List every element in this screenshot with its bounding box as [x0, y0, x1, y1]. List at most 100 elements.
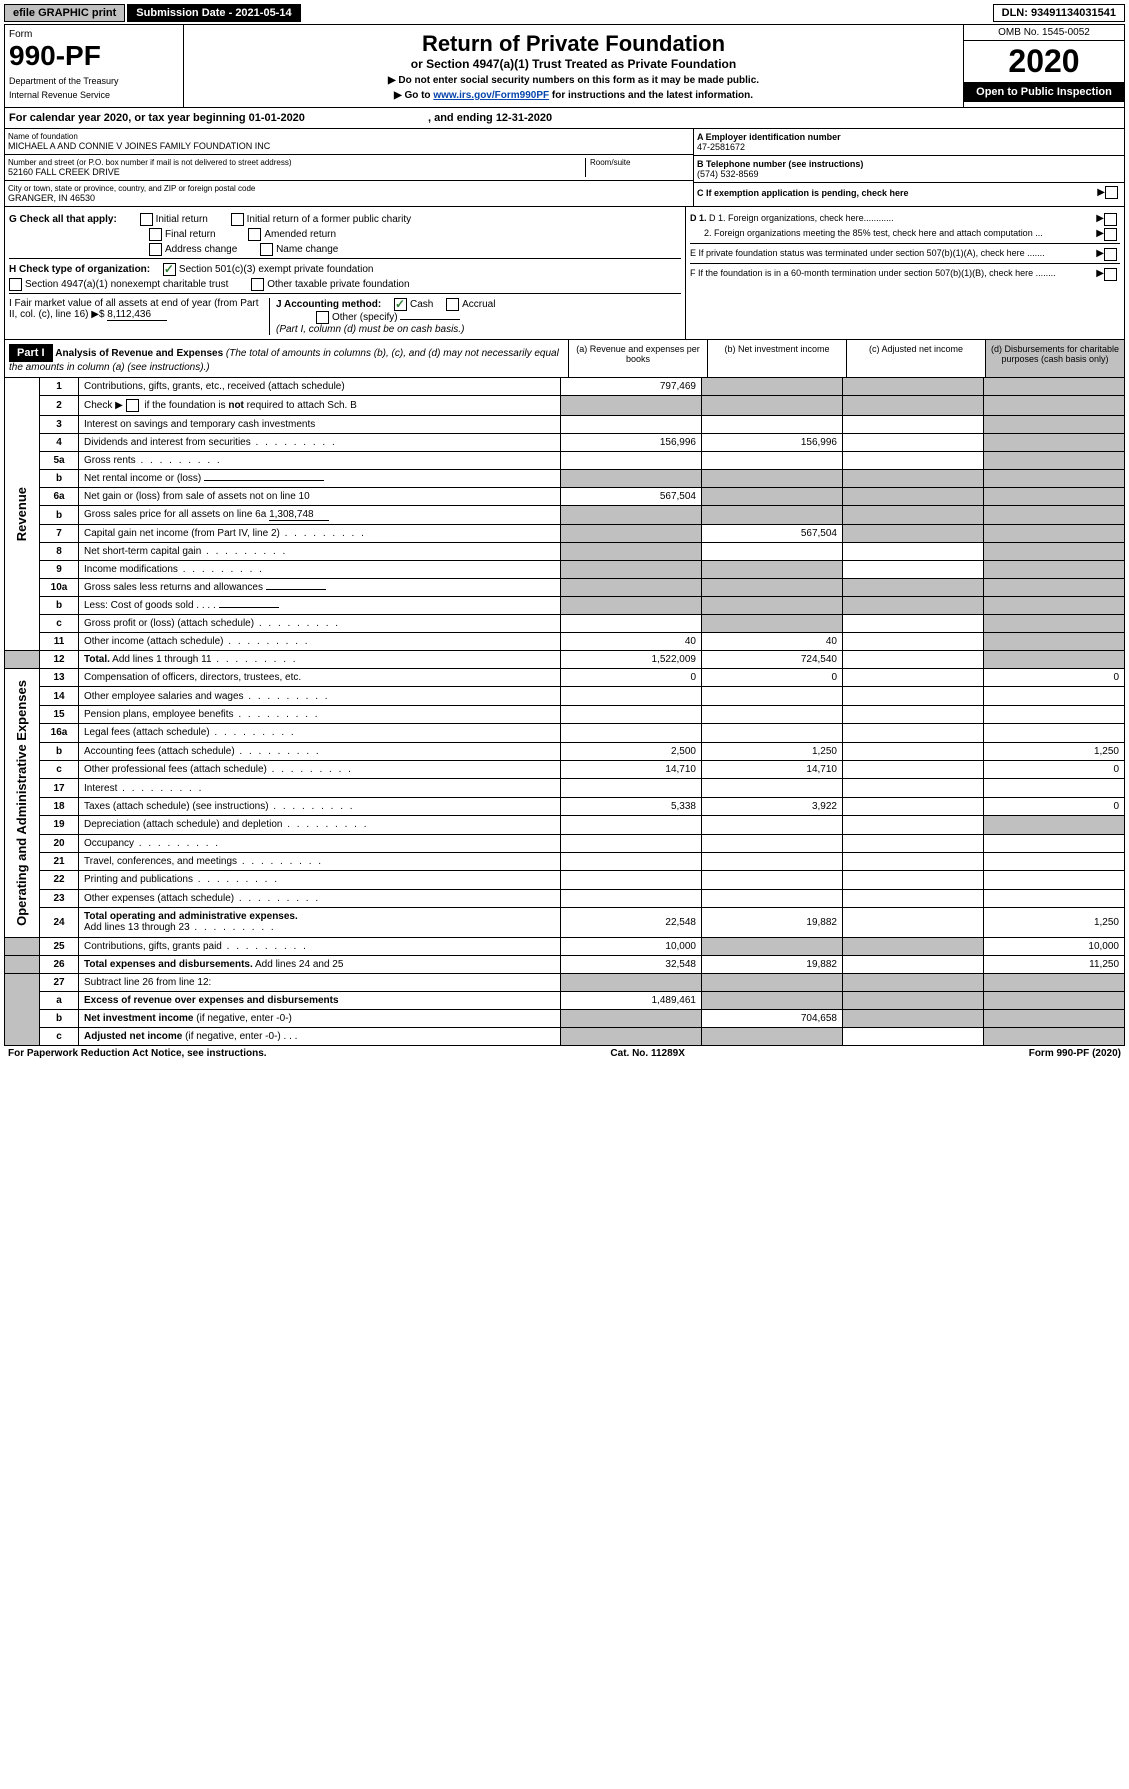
top-bar: efile GRAPHIC print Submission Date - 20… [4, 4, 1125, 22]
part1-header-row: Part I Analysis of Revenue and Expenses … [4, 340, 1125, 378]
sch-b-checkbox[interactable] [126, 399, 139, 412]
cash-checkbox[interactable] [394, 298, 407, 311]
info-left: Name of foundation MICHAEL A AND CONNIE … [5, 129, 693, 206]
part1-label: Part I [9, 344, 53, 362]
c-cell: C If exemption application is pending, c… [694, 183, 1124, 202]
row-10b: bLess: Cost of goods sold . . . . [5, 597, 1125, 615]
d2-checkbox[interactable] [1104, 228, 1117, 241]
addr-cell: Number and street (or P.O. box number if… [5, 155, 693, 181]
col-b-header: (b) Net investment income [707, 340, 846, 377]
row-20: 20Occupancy [5, 834, 1125, 852]
submission-date: Submission Date - 2021-05-14 [127, 4, 300, 22]
row-10a: 10aGross sales less returns and allowanc… [5, 579, 1125, 597]
row-27a: aExcess of revenue over expenses and dis… [5, 991, 1125, 1009]
row-4: 4Dividends and interest from securities1… [5, 434, 1125, 452]
row-14: 14Other employee salaries and wages [5, 687, 1125, 705]
row-16a: 16aLegal fees (attach schedule) [5, 724, 1125, 742]
phone-cell: B Telephone number (see instructions) (5… [694, 156, 1124, 183]
revenue-label: Revenue [10, 479, 33, 549]
checks-section: G Check all that apply: Initial return I… [4, 207, 1125, 340]
d1-checkbox[interactable] [1104, 213, 1117, 226]
form-container: efile GRAPHIC print Submission Date - 20… [0, 0, 1129, 1065]
note-ssn: ▶ Do not enter social security numbers o… [190, 75, 957, 86]
form-number: 990-PF [9, 40, 179, 72]
row-5b: bNet rental income or (loss) [5, 470, 1125, 488]
row-26: 26Total expenses and disbursements. Add … [5, 955, 1125, 973]
form-subtitle: or Section 4947(a)(1) Trust Treated as P… [190, 57, 957, 71]
row-17: 17Interest [5, 779, 1125, 797]
footer-left: For Paperwork Reduction Act Notice, see … [8, 1048, 267, 1059]
info-right: A Employer identification number 47-2581… [693, 129, 1124, 206]
form-title: Return of Private Foundation [190, 31, 957, 57]
efile-button[interactable]: efile GRAPHIC print [4, 4, 125, 22]
row-13: Operating and Administrative Expenses13C… [5, 669, 1125, 687]
final-checkbox[interactable] [149, 228, 162, 241]
row-21: 21Travel, conferences, and meetings [5, 852, 1125, 870]
col-c-header: (c) Adjusted net income [846, 340, 985, 377]
row-16b: bAccounting fees (attach schedule)2,5001… [5, 742, 1125, 760]
name-change-checkbox[interactable] [260, 243, 273, 256]
row-19: 19Depreciation (attach schedule) and dep… [5, 816, 1125, 834]
name-cell: Name of foundation MICHAEL A AND CONNIE … [5, 129, 693, 155]
org-info: Name of foundation MICHAEL A AND CONNIE … [4, 129, 1125, 207]
address-checkbox[interactable] [149, 243, 162, 256]
s4947-checkbox[interactable] [9, 278, 22, 291]
irs-link[interactable]: www.irs.gov/Form990PF [433, 90, 549, 101]
row-16c: cOther professional fees (attach schedul… [5, 760, 1125, 778]
accrual-checkbox[interactable] [446, 298, 459, 311]
ein-cell: A Employer identification number 47-2581… [694, 129, 1124, 156]
row-8: 8Net short-term capital gain [5, 543, 1125, 561]
f-checkbox[interactable] [1104, 268, 1117, 281]
row-24: 24Total operating and administrative exp… [5, 908, 1125, 938]
header-left: Form 990-PF Department of the Treasury I… [5, 25, 184, 107]
form-header: Form 990-PF Department of the Treasury I… [4, 24, 1125, 108]
form-label: Form [9, 29, 179, 40]
omb-number: OMB No. 1545-0052 [964, 25, 1124, 41]
dln-number: DLN: 93491134031541 [993, 4, 1125, 22]
row-27c: cAdjusted net income (if negative, enter… [5, 1027, 1125, 1045]
irs-label: Internal Revenue Service [9, 90, 179, 100]
row-6b: bGross sales price for all assets on lin… [5, 506, 1125, 525]
row-27b: bNet investment income (if negative, ent… [5, 1009, 1125, 1027]
row-12: 12Total. Add lines 1 through 111,522,009… [5, 651, 1125, 669]
row-18: 18Taxes (attach schedule) (see instructi… [5, 797, 1125, 815]
initial-former-checkbox[interactable] [231, 213, 244, 226]
row-2: 2Check ▶ if the foundation is not requir… [5, 396, 1125, 416]
footer-right: Form 990-PF (2020) [1029, 1048, 1121, 1059]
c-checkbox[interactable] [1105, 186, 1118, 199]
tax-year: 2020 [964, 41, 1124, 82]
row-6a: 6aNet gain or (loss) from sale of assets… [5, 488, 1125, 506]
col-d-header: (d) Disbursements for charitable purpose… [985, 340, 1124, 377]
row-10c: cGross profit or (loss) (attach schedule… [5, 615, 1125, 633]
header-center: Return of Private Foundation or Section … [184, 25, 963, 107]
s501-checkbox[interactable] [163, 263, 176, 276]
other-method-checkbox[interactable] [316, 311, 329, 324]
initial-checkbox[interactable] [140, 213, 153, 226]
g-line: G Check all that apply: Initial return I… [9, 213, 681, 226]
footer-center: Cat. No. 11289X [610, 1048, 684, 1059]
row-1: Revenue1Contributions, gifts, grants, et… [5, 378, 1125, 396]
row-25: 25Contributions, gifts, grants paid10,00… [5, 937, 1125, 955]
city-cell: City or town, state or province, country… [5, 181, 693, 206]
footer: For Paperwork Reduction Act Notice, see … [4, 1046, 1125, 1061]
expenses-label: Operating and Administrative Expenses [10, 672, 33, 934]
row-11: 11Other income (attach schedule)4040 [5, 633, 1125, 651]
amended-checkbox[interactable] [248, 228, 261, 241]
row-3: 3Interest on savings and temporary cash … [5, 416, 1125, 434]
row-23: 23Other expenses (attach schedule) [5, 889, 1125, 907]
open-inspection: Open to Public Inspection [964, 82, 1124, 102]
other-tax-checkbox[interactable] [251, 278, 264, 291]
row-15: 15Pension plans, employee benefits [5, 705, 1125, 723]
main-table: Revenue1Contributions, gifts, grants, et… [4, 378, 1125, 1046]
col-a-header: (a) Revenue and expenses per books [568, 340, 707, 377]
calendar-year: For calendar year 2020, or tax year begi… [4, 108, 1125, 129]
note-link: ▶ Go to www.irs.gov/Form990PF for instru… [190, 90, 957, 101]
dept-treasury: Department of the Treasury [9, 76, 179, 86]
row-27: 27Subtract line 26 from line 12: [5, 973, 1125, 991]
ij-row: I Fair market value of all assets at end… [9, 293, 681, 335]
e-checkbox[interactable] [1104, 248, 1117, 261]
row-7: 7Capital gain net income (from Part IV, … [5, 525, 1125, 543]
j-cell: J Accounting method: Cash Accrual Other … [269, 298, 681, 335]
row-22: 22Printing and publications [5, 871, 1125, 889]
h-line: H Check type of organization: Section 50… [9, 258, 681, 276]
